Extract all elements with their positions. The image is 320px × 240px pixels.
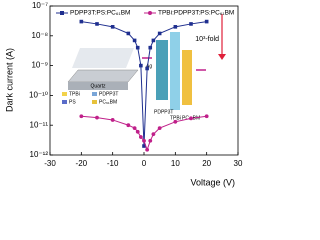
level-bar	[156, 40, 168, 100]
legend-swatch	[92, 100, 97, 104]
legend-label: TPBi:PDPP3T:PS:PC₆₁BM	[158, 10, 234, 17]
marker	[95, 22, 99, 26]
level-bar	[170, 32, 180, 110]
marker	[157, 126, 162, 130]
electrode-label: Ag	[146, 63, 152, 69]
marker	[132, 126, 137, 130]
x-tick-label: 20	[202, 159, 211, 168]
y-tick-label: 10⁻⁷	[32, 1, 48, 10]
marker	[145, 147, 150, 152]
marker	[95, 115, 99, 120]
marker	[135, 129, 140, 134]
fold-arrowhead	[218, 54, 226, 60]
marker	[110, 118, 115, 122]
legend-swatch	[92, 92, 97, 96]
marker	[135, 45, 140, 50]
x-tick-label: -30	[44, 159, 56, 168]
y-tick-label: 10⁻¹¹	[30, 120, 49, 129]
legend-marker	[148, 11, 152, 15]
y-tick-label: 10⁻⁸	[32, 31, 49, 40]
marker	[151, 132, 156, 137]
level-bar	[182, 50, 192, 105]
marker	[204, 19, 209, 24]
y-axis-label: Dark current (A)	[4, 48, 14, 112]
material: PC₆₁BM	[99, 99, 117, 105]
marker	[151, 38, 156, 43]
x-tick-label: 30	[234, 159, 243, 168]
marker	[142, 138, 146, 143]
marker	[173, 119, 178, 124]
level-label: PDPP3T	[154, 109, 173, 115]
material: TPBi	[69, 91, 80, 97]
chart: Quartz TPBi PDPP3T PS PC₆₁BM Ag PDPP3T T…	[4, 1, 243, 187]
material: PS	[69, 99, 76, 105]
y-tick-label: 10⁻¹²	[30, 150, 49, 159]
marker	[204, 114, 209, 119]
marker	[139, 63, 143, 68]
legend-swatch	[62, 100, 67, 104]
marker	[148, 45, 153, 50]
annotation: 10³-fold	[195, 36, 219, 43]
legend-label: PDPP3T:PS:PC₆₁BM	[70, 10, 130, 17]
marker	[189, 22, 193, 26]
x-tick-label: -20	[76, 159, 88, 168]
marker	[110, 25, 115, 29]
marker	[126, 31, 131, 36]
marker	[157, 31, 162, 36]
x-axis-label: Voltage (V)	[190, 177, 235, 187]
marker	[189, 116, 193, 121]
level-label: TPBi	[170, 115, 181, 121]
material: PDPP3T	[99, 91, 118, 97]
marker	[79, 114, 84, 119]
marker	[132, 38, 137, 43]
marker	[173, 25, 178, 29]
marker	[145, 66, 149, 71]
y-tick-label: 10⁻¹⁰	[29, 91, 48, 100]
quartz-label: Quartz	[90, 83, 106, 89]
quartz	[67, 69, 139, 83]
marker	[148, 138, 153, 143]
marker	[142, 144, 146, 148]
x-tick-label: 0	[142, 159, 147, 168]
film	[72, 48, 134, 68]
y-tick-label: 10⁻⁹	[31, 61, 48, 70]
legend-swatch	[62, 92, 67, 96]
x-tick-label: 10	[171, 159, 180, 168]
quartz-edge	[68, 82, 128, 90]
x-tick-label: -10	[107, 159, 119, 168]
marker	[79, 19, 84, 24]
marker	[126, 123, 131, 128]
marker	[138, 135, 143, 139]
device-inset: Quartz TPBi PDPP3T PS PC₆₁BM	[62, 48, 139, 105]
legend-marker	[60, 11, 64, 15]
